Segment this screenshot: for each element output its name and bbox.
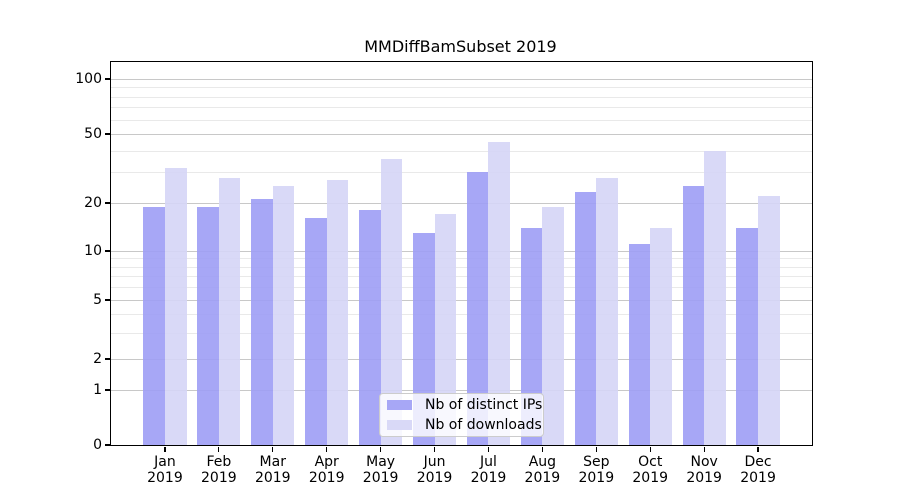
bar-downloads-dec: [758, 195, 780, 445]
y-tick-label-20: 20: [84, 194, 102, 211]
gridline-30: [111, 172, 812, 174]
bar-downloads-feb: [218, 177, 241, 445]
x-tick-label-jun: Jun 2019: [416, 454, 453, 486]
x-tick-mark-jan: [164, 446, 166, 452]
gridline-70: [111, 107, 812, 109]
gridline-40: [111, 150, 812, 152]
gridline-50: [111, 134, 812, 135]
bar-ips-sep: [574, 192, 597, 445]
x-tick-label-oct: Oct 2019: [632, 454, 669, 486]
x-tick-mark-mar: [272, 446, 274, 452]
y-tick-label-50: 50: [84, 126, 102, 142]
gridline-20: [111, 202, 812, 204]
gridline-90: [111, 87, 812, 89]
y-tick-mark-2: [104, 358, 110, 360]
x-tick-label-may: May 2019: [362, 454, 399, 486]
x-tick-mark-oct: [649, 446, 651, 452]
legend-row-downloads: Nb of downloads: [387, 417, 542, 434]
bar-downloads-oct: [650, 227, 672, 445]
bar-ips-may: [359, 210, 381, 445]
bar-ips-aug: [520, 227, 543, 445]
y-tick-mark-0: [104, 444, 110, 446]
bar-downloads-sep: [596, 177, 618, 445]
bar-ips-jun: [412, 232, 435, 445]
legend-label-downloads: Nb of downloads: [425, 416, 542, 433]
x-tick-label-nov: Nov 2019: [686, 454, 722, 486]
plot-area: 0 1 2 5 10 20 50 100 Jan 2019 Feb 2019 Mar 2019 Ap…: [75, 61, 813, 486]
y-tick-mark-1: [104, 389, 110, 391]
x-tick-mark-feb: [218, 446, 220, 452]
gridline-60: [111, 119, 812, 121]
x-tick-label-aug: Aug 2019: [524, 454, 561, 486]
gridline-1: [111, 390, 812, 391]
bar-downloads-jan: [164, 167, 187, 445]
bar-downloads-apr: [326, 180, 349, 445]
x-tick-label-jul: Jul 2019: [470, 454, 507, 486]
y-tick-mark-50: [104, 133, 110, 135]
x-tick-mark-apr: [326, 446, 328, 452]
bar-downloads-nov: [704, 150, 726, 445]
x-tick-mark-may: [379, 446, 382, 452]
bar-ips-apr: [305, 218, 327, 445]
bar-downloads-mar: [272, 186, 295, 445]
y-tick-mark-100: [104, 78, 110, 80]
gridline-80: [111, 96, 812, 98]
x-tick-label-jan: Jan 2019: [147, 454, 183, 486]
bar-ips-jul: [466, 172, 489, 445]
bar-ips-dec: [736, 227, 759, 445]
y-tick-mark-10: [104, 250, 110, 252]
legend-swatch-distinct-ips: [387, 400, 412, 411]
gridline-9: [111, 258, 812, 260]
y-tick-label-2: 2: [93, 351, 102, 368]
y-tick-mark-5: [104, 299, 110, 301]
gridline-5: [111, 299, 812, 301]
y-tick-label-10: 10: [84, 243, 102, 259]
x-tick-mark-jul: [487, 446, 490, 452]
gridline-10: [111, 251, 812, 252]
gridline-4: [111, 314, 812, 316]
x-tick-label-sep: Sep 2019: [578, 454, 615, 486]
x-tick-label-apr: Apr 2019: [308, 454, 345, 486]
y-tick-mark-20: [104, 202, 110, 204]
bar-ips-nov: [682, 186, 705, 445]
y-tick-label-0: 0: [93, 437, 102, 453]
x-tick-mark-jun: [433, 446, 436, 452]
x-tick-mark-aug: [541, 446, 544, 452]
x-tick-label-dec: Dec 2019: [740, 454, 776, 486]
gridline-100: [111, 79, 812, 80]
gridline-8: [111, 266, 812, 268]
gridline-3: [111, 332, 812, 334]
bar-ips-feb: [197, 206, 219, 445]
chart-title: MMDiffBamSubset 2019: [364, 37, 557, 56]
legend-swatch-downloads: [387, 419, 412, 430]
gridline-7: [111, 276, 812, 278]
y-tick-label-1: 1: [93, 382, 102, 398]
x-tick-mark-nov: [703, 446, 705, 452]
bar-downloads-jun: [434, 214, 457, 445]
gridline-6: [111, 287, 812, 289]
x-tick-label-feb: Feb 2019: [201, 454, 237, 486]
legend-label-distinct-ips: Nb of distinct IPs: [425, 397, 543, 414]
bar-ips-oct: [628, 244, 651, 445]
x-tick-label-mar: Mar 2019: [254, 454, 291, 486]
legend-row-distinct-ips: Nb of distinct IPs: [387, 397, 542, 414]
bar-ips-jan: [143, 206, 165, 445]
bar-ips-mar: [251, 199, 273, 445]
gridline-2: [111, 359, 812, 361]
bar-downloads-jul: [488, 141, 511, 445]
legend: Nb of distinct IPs Nb of downloads: [379, 393, 544, 437]
bar-downloads-aug: [542, 206, 564, 445]
x-tick-mark-dec: [757, 446, 759, 452]
bar-downloads-may: [380, 158, 403, 445]
y-tick-label-5: 5: [93, 291, 102, 308]
y-tick-label-100: 100: [75, 71, 102, 87]
x-tick-mark-sep: [595, 446, 597, 452]
